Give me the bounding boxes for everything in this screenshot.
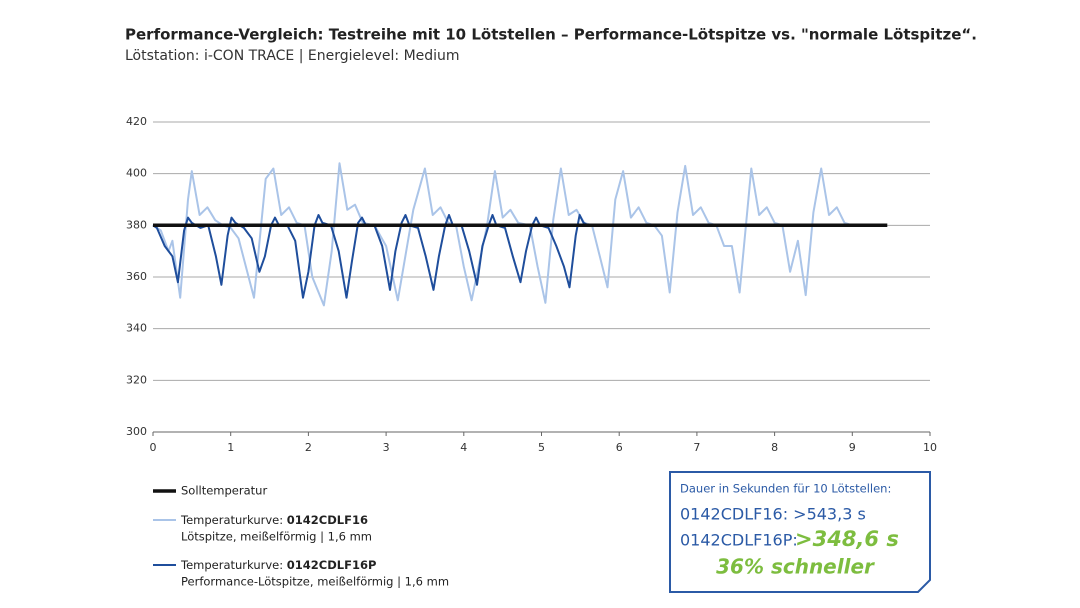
x-tick-label: 10 xyxy=(923,441,937,454)
x-tick-label: 7 xyxy=(693,441,700,454)
info-line2-value: >348,6 s xyxy=(795,527,899,551)
x-tick-label: 5 xyxy=(538,441,545,454)
info-line1: 0142CDLF16: >543,3 s xyxy=(680,505,866,524)
y-tick-label: 340 xyxy=(126,322,147,335)
x-tick-label: 6 xyxy=(616,441,623,454)
y-tick-label: 420 xyxy=(126,115,147,128)
x-tick-label: 1 xyxy=(227,441,234,454)
legend-description: Performance-Lötspitze, meißelförmig | 1,… xyxy=(181,575,449,589)
x-tick-label: 2 xyxy=(305,441,312,454)
info-box xyxy=(669,471,931,593)
legend-label-part: Temperaturkurve: xyxy=(180,513,287,527)
legend-description: Lötspitze, meißelförmig | 1,6 mm xyxy=(181,530,372,544)
x-tick-label: 8 xyxy=(771,441,778,454)
chart-title: Performance-Vergleich: Testreihe mit 10 … xyxy=(125,26,977,44)
y-tick-label: 320 xyxy=(126,373,147,386)
legend-label: Solltemperatur xyxy=(181,484,267,498)
info-line2-label: 0142CDLF16P: xyxy=(680,531,798,550)
legend-label-part: 0142CDLF16P xyxy=(287,558,377,572)
x-tick-label: 0 xyxy=(150,441,157,454)
legend-label-part: Temperaturkurve: xyxy=(180,558,287,572)
y-tick-label: 380 xyxy=(126,218,147,231)
info-heading: Dauer in Sekunden für 10 Lötstellen: xyxy=(680,482,891,496)
y-tick-label: 300 xyxy=(126,425,147,438)
chart-subtitle: Lötstation: i-CON TRACE | Energielevel: … xyxy=(125,48,460,64)
info-line3: 36% schneller xyxy=(716,555,875,579)
y-tick-label: 360 xyxy=(126,270,147,283)
legend-label: Temperaturkurve: 0142CDLF16P xyxy=(180,558,376,572)
x-tick-label: 4 xyxy=(460,441,467,454)
y-tick-label: 400 xyxy=(126,167,147,180)
x-tick-label: 9 xyxy=(849,441,856,454)
x-tick-label: 3 xyxy=(383,441,390,454)
legend-label-part: 0142CDLF16 xyxy=(287,513,368,527)
legend-label: Temperaturkurve: 0142CDLF16 xyxy=(180,513,368,527)
